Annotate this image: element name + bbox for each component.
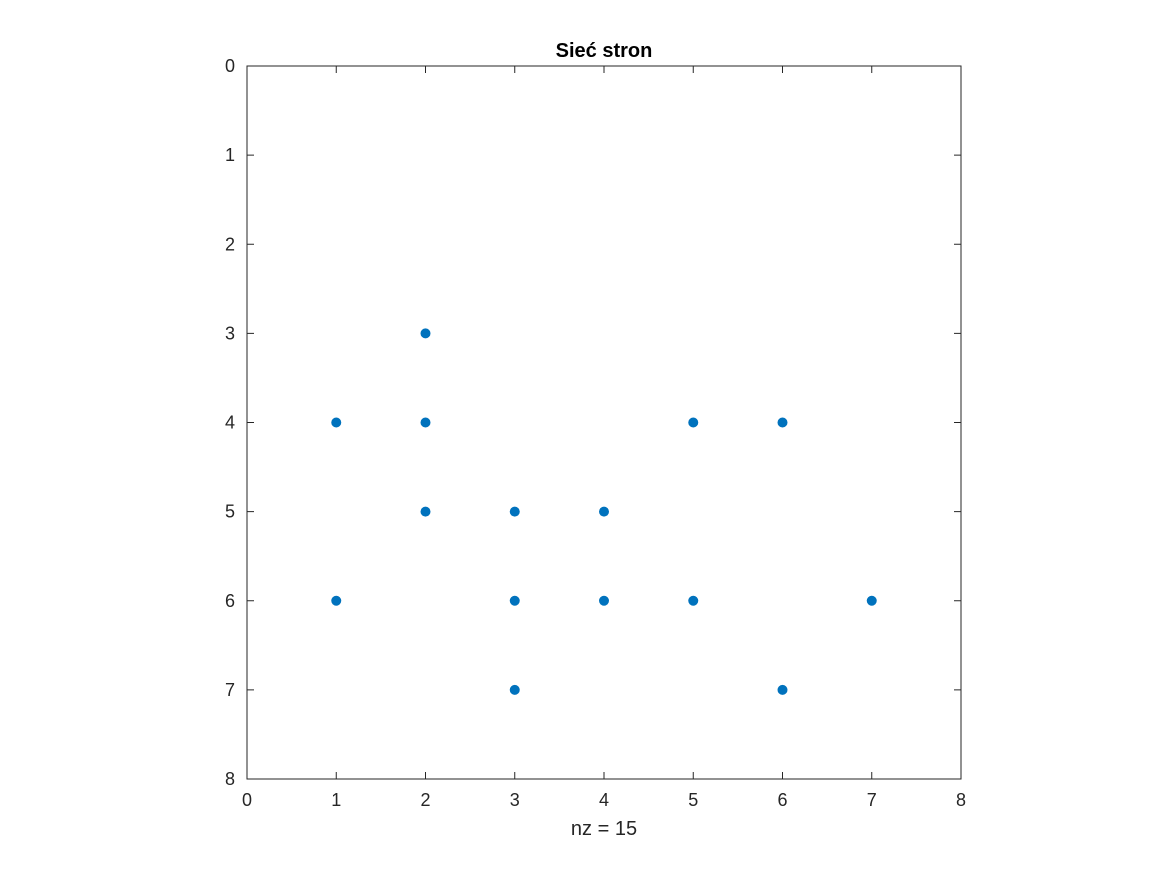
x-tick-label: 3 — [510, 790, 520, 810]
data-point — [599, 506, 609, 517]
data-point — [509, 595, 520, 606]
y-tick-label: 1 — [225, 145, 235, 165]
data-point — [331, 417, 342, 428]
y-tick-label: 2 — [225, 234, 235, 254]
data-point — [688, 595, 699, 606]
chart-title: Sieć stron — [556, 40, 653, 62]
x-tick-label: 5 — [688, 790, 698, 810]
data-point — [509, 506, 520, 517]
y-tick-label: 5 — [225, 502, 235, 522]
x-axis-label: nz = 15 — [571, 818, 637, 840]
x-tick-labels: 0 1 2 3 4 5 6 7 8 — [242, 790, 966, 810]
data-point — [866, 595, 877, 606]
x-tick-label: 1 — [331, 790, 341, 810]
data-point — [777, 417, 788, 428]
x-tick-label: 8 — [956, 790, 966, 810]
data-point — [599, 595, 609, 606]
y-tick-label: 8 — [225, 769, 235, 789]
data-point — [420, 506, 431, 517]
data-point — [331, 595, 342, 606]
axis-ticks — [246, 65, 962, 780]
y-tick-label: 3 — [225, 323, 235, 343]
y-tick-label: 4 — [225, 413, 235, 433]
y-tick-label: 6 — [225, 591, 235, 611]
data-point — [777, 684, 788, 695]
x-tick-label: 7 — [867, 790, 877, 810]
y-tick-labels: 0 1 2 3 4 5 6 7 8 — [225, 56, 235, 789]
data-point — [688, 417, 699, 428]
plot-area — [246, 65, 962, 780]
y-tick-label: 0 — [225, 56, 235, 76]
x-tick-label: 0 — [242, 790, 252, 810]
data-point — [420, 328, 431, 339]
x-tick-label: 6 — [777, 790, 787, 810]
data-point — [420, 417, 431, 428]
y-tick-label: 7 — [225, 680, 235, 700]
x-tick-label: 2 — [420, 790, 430, 810]
data-point — [509, 684, 520, 695]
x-tick-label: 4 — [599, 790, 609, 810]
data-points — [331, 328, 877, 695]
